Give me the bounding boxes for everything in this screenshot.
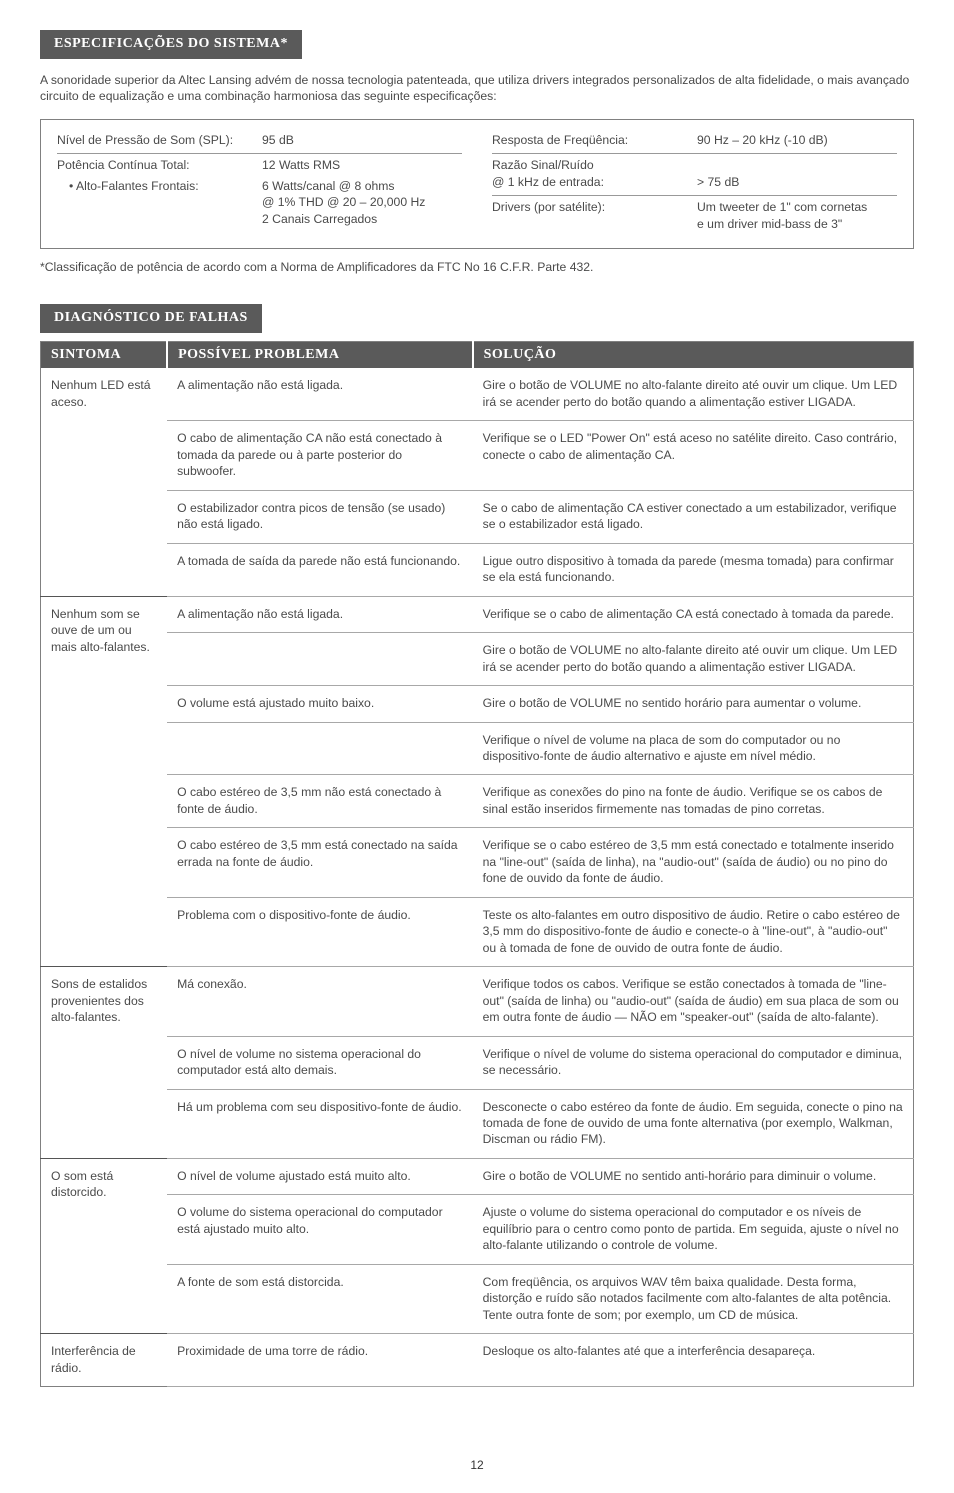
power-val: 12 Watts RMS bbox=[262, 157, 462, 173]
table-row: O volume do sistema operacional do compu… bbox=[41, 1195, 914, 1264]
solution-cell: Gire o botão de VOLUME no alto-falante d… bbox=[473, 368, 914, 420]
spec-col-right: Resposta de Freqüência: 90 Hz – 20 kHz (… bbox=[492, 130, 897, 234]
problem-cell: O nível de volume no sistema operacional… bbox=[167, 1036, 473, 1089]
table-row: O cabo estéreo de 3,5 mm não está conect… bbox=[41, 775, 914, 828]
problem-cell: O estabilizador contra picos de tensão (… bbox=[167, 490, 473, 543]
solution-cell: Com freqüência, os arquivos WAV têm baix… bbox=[473, 1264, 914, 1333]
symptom-cell: Nenhum som se ouve de um ou mais alto-fa… bbox=[41, 596, 168, 967]
freq-label: Resposta de Freqüência: bbox=[492, 132, 697, 148]
solution-cell: Verifique todos os cabos. Verifique se e… bbox=[473, 967, 914, 1036]
table-row: Verifique o nível de volume na placa de … bbox=[41, 722, 914, 775]
problem-cell: O volume está ajustado muito baixo. bbox=[167, 686, 473, 722]
front-val-2: @ 1% THD @ 20 – 20,000 Hz bbox=[262, 194, 462, 210]
problem-cell: Problema com o dispositivo-fonte de áudi… bbox=[167, 897, 473, 966]
solution-cell: Teste os alto-falantes em outro disposit… bbox=[473, 897, 914, 966]
th-solution: SOLUÇÃO bbox=[473, 341, 914, 368]
problem-cell: A tomada de saída da parede não está fun… bbox=[167, 543, 473, 596]
symptom-cell: O som está distorcido. bbox=[41, 1158, 168, 1333]
solution-cell: Ajuste o volume do sistema operacional d… bbox=[473, 1195, 914, 1264]
symptom-cell: Nenhum LED está aceso. bbox=[41, 368, 168, 596]
solution-cell: Ligue outro dispositivo à tomada da pare… bbox=[473, 543, 914, 596]
th-symptom: SINTOMA bbox=[41, 341, 168, 368]
table-row: A fonte de som está distorcida.Com freqü… bbox=[41, 1264, 914, 1333]
solution-cell: Verifique o nível de volume na placa de … bbox=[473, 722, 914, 775]
table-row: Nenhum som se ouve de um ou mais alto-fa… bbox=[41, 596, 914, 632]
table-row: O cabo de alimentação CA não está conect… bbox=[41, 421, 914, 490]
diag-section-title: DIAGNÓSTICO DE FALHAS bbox=[40, 304, 262, 333]
table-row: O nível de volume no sistema operacional… bbox=[41, 1036, 914, 1089]
solution-cell: Verifique se o cabo estéreo de 3,5 mm es… bbox=[473, 828, 914, 897]
spec-box: Nível de Pressão de Som (SPL): 95 dB Pot… bbox=[40, 119, 914, 249]
spl-val: 95 dB bbox=[262, 132, 462, 148]
solution-cell: Gire o botão de VOLUME no sentido horári… bbox=[473, 686, 914, 722]
spec-col-left: Nível de Pressão de Som (SPL): 95 dB Pot… bbox=[57, 130, 462, 234]
table-row: Interferência de rádio.Proximidade de um… bbox=[41, 1334, 914, 1387]
symptom-cell: Sons de estalidos provenientes dos alto-… bbox=[41, 967, 168, 1159]
table-row: Gire o botão de VOLUME no alto-falante d… bbox=[41, 633, 914, 686]
problem-cell: O cabo estéreo de 3,5 mm não está conect… bbox=[167, 775, 473, 828]
drv-label: Drivers (por satélite): bbox=[492, 199, 697, 232]
table-row: Nenhum LED está aceso.A alimentação não … bbox=[41, 368, 914, 420]
problem-cell: O cabo estéreo de 3,5 mm está conectado … bbox=[167, 828, 473, 897]
problem-cell: Há um problema com seu dispositivo-fonte… bbox=[167, 1089, 473, 1158]
solution-cell: Verifique se o cabo de alimentação CA es… bbox=[473, 596, 914, 632]
snr-label-1: Razão Sinal/Ruído bbox=[492, 157, 697, 173]
front-val-3: 2 Canais Carregados bbox=[262, 211, 462, 227]
solution-cell: Se o cabo de alimentação CA estiver cone… bbox=[473, 490, 914, 543]
table-row: O estabilizador contra picos de tensão (… bbox=[41, 490, 914, 543]
freq-val: 90 Hz – 20 kHz (-10 dB) bbox=[697, 132, 897, 148]
problem-cell: A alimentação não está ligada. bbox=[167, 596, 473, 632]
th-problem: POSSÍVEL PROBLEMA bbox=[167, 341, 473, 368]
front-val-1: 6 Watts/canal @ 8 ohms bbox=[262, 178, 462, 194]
snr-label-2: @ 1 kHz de entrada: bbox=[492, 174, 697, 190]
table-row: A tomada de saída da parede não está fun… bbox=[41, 543, 914, 596]
power-label: Potência Contínua Total: bbox=[57, 157, 262, 173]
solution-cell: Desconecte o cabo estéreo da fonte de áu… bbox=[473, 1089, 914, 1158]
spec-intro: A sonoridade superior da Altec Lansing a… bbox=[40, 72, 914, 105]
drv-val-2: e um driver mid-bass de 3" bbox=[697, 216, 897, 232]
table-row: Há um problema com seu dispositivo-fonte… bbox=[41, 1089, 914, 1158]
solution-cell: Verifique se o LED "Power On" está aceso… bbox=[473, 421, 914, 490]
table-row: Sons de estalidos provenientes dos alto-… bbox=[41, 967, 914, 1036]
solution-cell: Verifique as conexões do pino na fonte d… bbox=[473, 775, 914, 828]
table-row: O som está distorcido.O nível de volume … bbox=[41, 1158, 914, 1194]
solution-cell: Gire o botão de VOLUME no alto-falante d… bbox=[473, 633, 914, 686]
problem-cell: A fonte de som está distorcida. bbox=[167, 1264, 473, 1333]
problem-cell: Proximidade de uma torre de rádio. bbox=[167, 1334, 473, 1387]
solution-cell: Desloque os alto-falantes até que a inte… bbox=[473, 1334, 914, 1387]
problem-cell: O volume do sistema operacional do compu… bbox=[167, 1195, 473, 1264]
table-row: O volume está ajustado muito baixo.Gire … bbox=[41, 686, 914, 722]
problem-cell: A alimentação não está ligada. bbox=[167, 368, 473, 420]
trouble-table: SINTOMA POSSÍVEL PROBLEMA SOLUÇÃO Nenhum… bbox=[40, 341, 914, 1388]
problem-cell bbox=[167, 633, 473, 686]
table-row: O cabo estéreo de 3,5 mm está conectado … bbox=[41, 828, 914, 897]
page-number: 12 bbox=[40, 1457, 914, 1473]
problem-cell bbox=[167, 722, 473, 775]
front-label: • Alto-Falantes Frontais: bbox=[57, 178, 262, 227]
spl-label: Nível de Pressão de Som (SPL): bbox=[57, 132, 262, 148]
problem-cell: O nível de volume ajustado está muito al… bbox=[167, 1158, 473, 1194]
solution-cell: Verifique o nível de volume do sistema o… bbox=[473, 1036, 914, 1089]
snr-val: > 75 dB bbox=[697, 174, 739, 190]
symptom-cell: Interferência de rádio. bbox=[41, 1334, 168, 1387]
problem-cell: Má conexão. bbox=[167, 967, 473, 1036]
drv-val-1: Um tweeter de 1" com cornetas bbox=[697, 199, 897, 215]
spec-section-title: ESPECIFICAÇÕES DO SISTEMA* bbox=[40, 30, 302, 59]
table-row: Problema com o dispositivo-fonte de áudi… bbox=[41, 897, 914, 966]
solution-cell: Gire o botão de VOLUME no sentido anti-h… bbox=[473, 1158, 914, 1194]
spec-footnote: *Classificação de potência de acordo com… bbox=[40, 259, 914, 275]
problem-cell: O cabo de alimentação CA não está conect… bbox=[167, 421, 473, 490]
